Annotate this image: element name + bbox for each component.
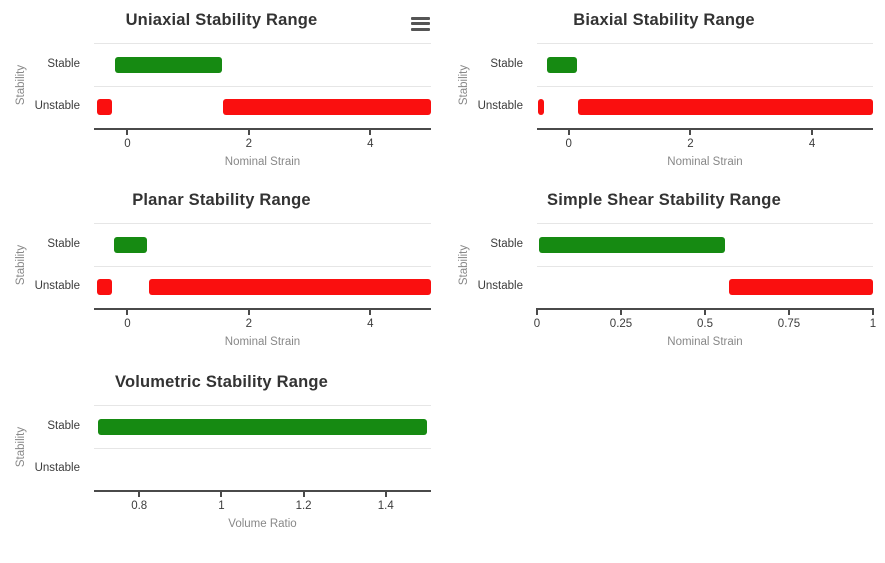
bar-stable-range[interactable] — [114, 237, 148, 253]
y-category-label: Stable — [47, 420, 80, 432]
x-tick-label: 2 — [687, 138, 694, 150]
bar-stable-range[interactable] — [547, 57, 577, 73]
gridline — [94, 86, 431, 87]
x-axis-title: Nominal Strain — [667, 156, 743, 168]
x-tick-label: 1.2 — [295, 500, 312, 512]
plot-area: 0.8 1 1.2 1.4 — [94, 405, 431, 512]
x-axis-title: Nominal Strain — [667, 336, 743, 348]
x-tick-label: 0 — [533, 318, 541, 330]
x-tick-label: 0 — [565, 138, 572, 150]
x-axis-tick — [788, 308, 790, 315]
bar-unstable-range[interactable] — [728, 279, 873, 295]
chart-title: Biaxial Stability Range — [573, 11, 755, 29]
x-axis-tick — [384, 490, 387, 497]
x-tick-label: 0.8 — [131, 500, 148, 512]
x-axis-tick — [620, 308, 622, 315]
x-tick-label: 0.5 — [697, 318, 713, 330]
x-axis-tick — [704, 308, 706, 315]
x-axis-tick — [369, 308, 372, 315]
chart-title: Volumetric Stability Range — [114, 373, 329, 391]
x-tick-label: 4 — [808, 138, 816, 150]
x-tick-label: 2 — [245, 318, 253, 330]
x-axis-tick — [247, 128, 250, 135]
menu-bar — [411, 22, 430, 26]
gridline — [537, 266, 873, 267]
x-axis-tick — [369, 128, 372, 135]
x-tick-label: 2 — [245, 138, 253, 150]
y-category-label: Unstable — [477, 280, 523, 292]
bar-stable-range[interactable] — [115, 57, 222, 73]
gridline — [537, 86, 873, 87]
chart-title: Simple Shear Stability Range — [547, 191, 781, 209]
plot-area: 0 2 4 — [94, 43, 431, 150]
y-category-label: Unstable — [34, 280, 80, 292]
plot-area: 0 0.25 0.5 0.75 1 — [534, 223, 876, 330]
bar-unstable-range[interactable] — [577, 99, 873, 115]
bar-unstable-range[interactable] — [97, 99, 113, 115]
x-axis-tick — [126, 128, 129, 135]
plot-area: 0 2 4 — [94, 223, 431, 330]
x-tick-label: 1 — [869, 318, 877, 330]
x-axis-tick — [811, 128, 814, 135]
y-category-label: Stable — [490, 238, 523, 250]
y-category-label: Stable — [490, 58, 523, 70]
gridline — [94, 266, 431, 267]
menu-bar — [411, 27, 430, 31]
x-axis-title: Nominal Strain — [224, 156, 301, 168]
x-axis-tick — [138, 490, 141, 497]
y-category-label: Unstable — [34, 462, 80, 474]
x-tick-label: 4 — [367, 138, 374, 150]
hamburger-menu-icon[interactable] — [411, 17, 430, 32]
bar-stable-range[interactable] — [538, 237, 726, 253]
x-tick-label: 1.4 — [377, 500, 394, 512]
x-axis-title: Volume Ratio — [228, 518, 297, 530]
bar-unstable-range[interactable] — [538, 99, 545, 115]
chart-volumetric-stability: Volumetric Stability Range Stability 0.8… — [0, 362, 443, 563]
x-axis-tick — [302, 490, 305, 497]
x-tick-label: 0 — [124, 318, 131, 330]
bar-stable-range[interactable] — [98, 419, 427, 435]
x-tick-label: 4 — [367, 318, 374, 330]
x-tick-label: 1 — [218, 500, 225, 512]
x-axis-tick — [872, 308, 874, 315]
x-axis-tick — [126, 308, 129, 315]
bar-unstable-range[interactable] — [223, 99, 431, 115]
x-tick-label: 0.75 — [777, 318, 801, 330]
x-axis-tick — [567, 128, 570, 135]
bar-unstable-range[interactable] — [97, 279, 113, 295]
chart-title: Uniaxial Stability Range — [125, 11, 318, 29]
x-axis-title: Nominal Strain — [224, 336, 301, 348]
x-tick-label: 0 — [124, 138, 131, 150]
chart-title: Planar Stability Range — [132, 191, 311, 209]
y-category-label: Stable — [47, 58, 80, 70]
x-axis-tick — [536, 308, 538, 315]
x-axis-tick — [220, 490, 223, 497]
x-tick-label: 0.25 — [609, 318, 633, 330]
gridline — [94, 448, 431, 449]
chart-simple-shear-stability: Simple Shear Stability Range Stability 0… — [443, 180, 885, 362]
bar-unstable-range[interactable] — [149, 279, 431, 295]
x-axis-tick — [247, 308, 250, 315]
y-category-label: Unstable — [34, 100, 80, 112]
y-category-label: Stable — [47, 238, 80, 250]
menu-bar — [411, 17, 430, 20]
x-axis-tick — [689, 128, 692, 135]
plot-area: 0 2 4 — [537, 43, 873, 150]
y-category-label: Unstable — [477, 100, 523, 112]
